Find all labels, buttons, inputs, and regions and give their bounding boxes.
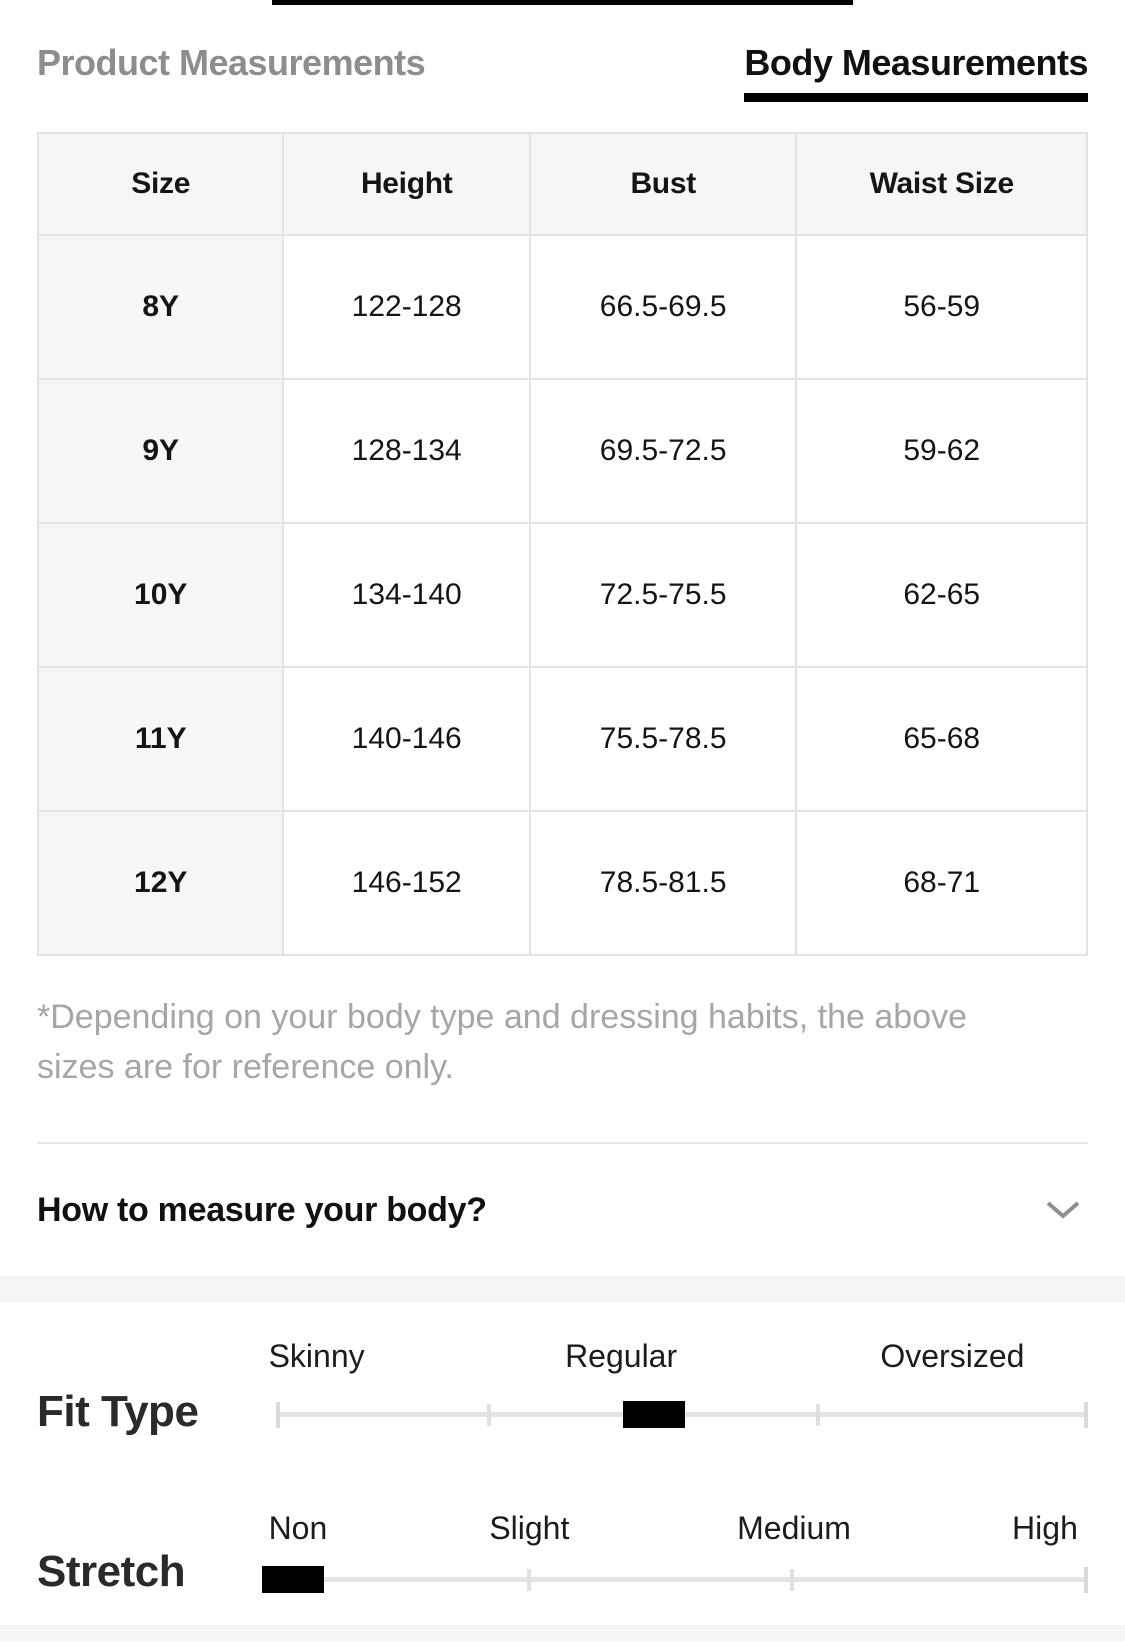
fit-option-skinny: Skinny [268,1338,365,1374]
column-header-height: Height [282,132,531,236]
how-to-measure-accordion[interactable]: How to measure your body? [37,1188,1088,1232]
top-partial-black-bar [272,0,853,5]
stretch-option-non: Non [268,1510,328,1546]
table-row: 10Y 134-140 72.5-75.5 62-65 [36,522,1088,668]
stretch-option-medium: Medium [737,1510,851,1546]
chevron-down-icon[interactable] [1046,1201,1080,1219]
table-row: 11Y 140-146 75.5-78.5 65-68 [36,666,1088,812]
height-cell: 146-152 [282,810,531,956]
track-tick [527,1569,532,1591]
track-end-cap [276,1402,280,1428]
stretch-option-slight: Slight [489,1510,570,1546]
column-header-bust: Bust [528,132,798,236]
height-cell: 122-128 [282,234,531,380]
table-row: 9Y 128-134 69.5-72.5 59-62 [36,378,1088,524]
column-header-size: Size [36,132,285,236]
fit-type-indicator-handle [623,1401,686,1428]
height-cell: 128-134 [282,378,531,524]
fit-option-regular: Regular [565,1338,678,1374]
bust-cell: 66.5-69.5 [528,234,798,380]
fit-type-track-zone: Skinny Regular Oversized [269,1302,1088,1458]
section-divider [37,1142,1088,1144]
fit-option-oversized: Oversized [880,1338,1025,1374]
stretch-track-zone: Non Slight Medium High [262,1458,1088,1625]
section-separator-band [0,1276,1125,1302]
fit-type-label: Fit Type [37,1387,199,1436]
height-cell: 140-146 [282,666,531,812]
bust-cell: 75.5-78.5 [528,666,798,812]
waist-cell: 68-71 [795,810,1088,956]
bottom-separator-band [0,1625,1125,1641]
size-cell: 11Y [36,666,285,812]
bust-cell: 72.5-75.5 [528,522,798,668]
stretch-slider: Stretch Non Slight Medium High [0,1458,1125,1625]
stretch-indicator-handle [262,1566,325,1593]
table-header-row: Size Height Bust Waist Size [36,132,1088,236]
tab-product-measurements[interactable]: Product Measurements [37,42,426,83]
size-cell: 12Y [36,810,285,956]
bust-cell: 69.5-72.5 [528,378,798,524]
size-cell: 10Y [36,522,285,668]
stretch-label: Stretch [37,1547,186,1596]
fit-type-slider: Fit Type Skinny Regular Oversized [0,1302,1125,1458]
size-cell: 8Y [36,234,285,380]
waist-cell: 56-59 [795,234,1088,380]
table-row: 8Y 122-128 66.5-69.5 56-59 [36,234,1088,380]
tab-body-measurements[interactable]: Body Measurements [744,41,1088,102]
table-row: 12Y 146-152 78.5-81.5 68-71 [36,810,1088,956]
stretch-option-high: High [1012,1510,1078,1546]
slider-track [276,1577,1088,1582]
waist-cell: 62-65 [795,522,1088,668]
body-measurements-table: Size Height Bust Waist Size 8Y 122-128 6… [36,132,1088,956]
column-header-waist: Waist Size [795,132,1088,236]
track-tick [789,1569,794,1591]
how-to-measure-title: How to measure your body? [37,1190,487,1229]
track-end-cap [1084,1567,1088,1593]
track-end-cap [1084,1402,1088,1428]
size-cell: 9Y [36,378,285,524]
height-cell: 134-140 [282,522,531,668]
waist-cell: 59-62 [795,378,1088,524]
measurement-tabs: Product Measurements Body Measurements [0,41,1125,102]
sizes-disclaimer-text: *Depending on your body type and dressin… [37,998,967,1086]
track-tick [815,1404,820,1426]
track-tick [486,1404,491,1426]
bust-cell: 78.5-81.5 [528,810,798,956]
waist-cell: 65-68 [795,666,1088,812]
